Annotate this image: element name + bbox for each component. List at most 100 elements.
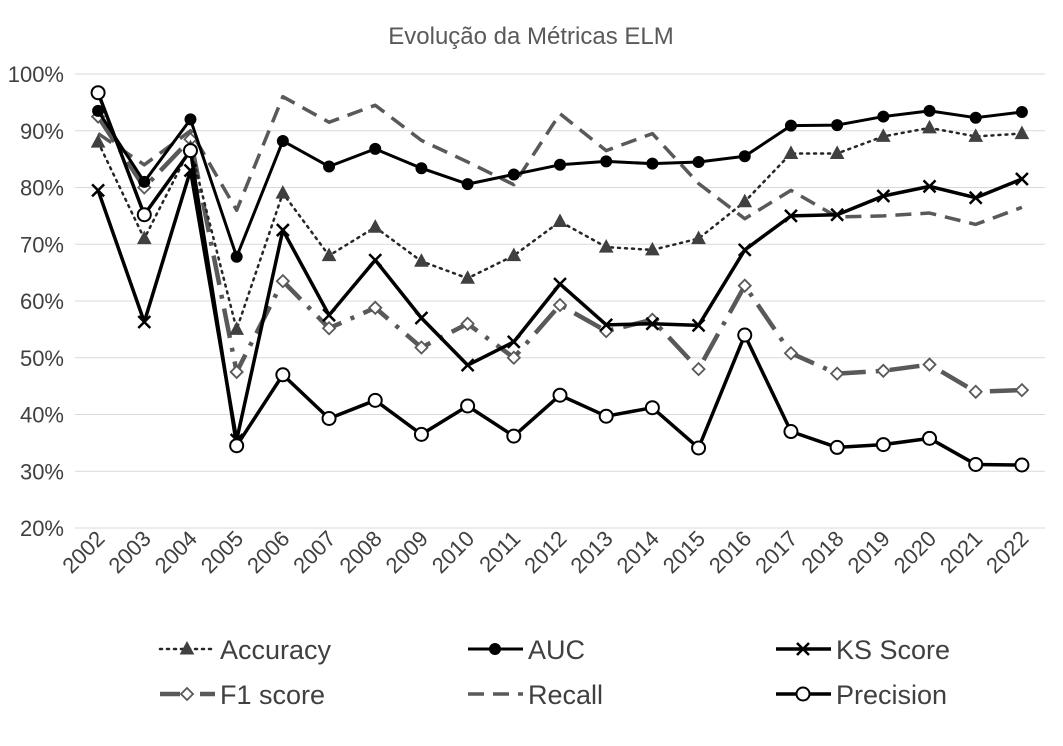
precision-marker [460, 398, 476, 414]
y-tick-label: 60% [20, 289, 64, 314]
x-tick-label: 2007 [288, 526, 340, 578]
accuracy-marker [691, 230, 706, 245]
series-auc [92, 104, 1028, 263]
accuracy-marker [275, 185, 291, 199]
ks-score-marker [876, 189, 891, 203]
precision-marker [598, 408, 614, 424]
accuracy-legend-label: Accuracy [220, 635, 332, 665]
auc-marker [969, 111, 982, 124]
f1-score-marker [783, 345, 799, 361]
ks-score-legend-label: KS Score [836, 635, 950, 665]
auc-marker [1015, 106, 1028, 119]
x-tick-label: 2013 [565, 526, 617, 578]
ks-score-marker [137, 315, 152, 329]
accuracy-marker [229, 321, 245, 335]
auc-marker [692, 155, 705, 168]
ks-score-marker [830, 207, 845, 222]
x-tick-label: 2022 [981, 526, 1033, 578]
ks-score-marker [368, 253, 383, 268]
y-tick-label: 50% [20, 346, 64, 371]
precision-marker [737, 327, 753, 343]
x-tick-label: 2003 [104, 526, 156, 578]
auc-legend-marker [489, 643, 501, 655]
x-tick-label: 2020 [889, 526, 941, 578]
legend: Accuracy AUC KS Score F1 score Recall Precisi… [158, 635, 950, 710]
x-axis-ticks: 2002200320042005200620072008200920102011… [57, 526, 1033, 578]
ks-score-marker [275, 223, 290, 237]
y-tick-label: 70% [20, 232, 64, 257]
accuracy-marker [321, 247, 337, 262]
precision-marker [182, 143, 198, 159]
f1-score-marker [460, 316, 475, 331]
y-tick-label: 30% [20, 459, 64, 484]
auc-marker [600, 155, 613, 168]
accuracy-line [96, 126, 1024, 331]
y-tick-label: 40% [20, 403, 64, 428]
precision-marker [691, 440, 707, 456]
legend-item-recall: Recall [468, 680, 603, 710]
precision-marker [875, 437, 891, 453]
precision-marker [367, 392, 383, 408]
x-tick-label: 2011 [474, 526, 525, 577]
recall-legend-label: Recall [528, 680, 603, 710]
ks-score-marker [553, 277, 567, 291]
accuracy-marker [460, 270, 475, 284]
accuracy-marker [598, 239, 614, 253]
accuracy-marker [645, 241, 660, 256]
accuracy-marker [737, 193, 753, 208]
auc-marker [323, 160, 336, 173]
x-tick-label: 2015 [658, 526, 710, 578]
ks-score-marker [599, 317, 614, 332]
ks-score-marker [322, 308, 336, 323]
f1-score-marker [922, 357, 937, 372]
auc-marker [554, 158, 566, 171]
auc-marker [507, 168, 520, 181]
auc-marker [923, 104, 936, 117]
ks-score-marker [1015, 172, 1029, 186]
x-tick-label: 2017 [750, 526, 802, 578]
f1-score-marker [737, 278, 753, 293]
legend-item-ks-score: KS Score [776, 635, 950, 665]
auc-marker [138, 175, 151, 188]
precision-marker [968, 456, 984, 472]
ks-score-marker [506, 334, 521, 349]
f1-score-marker [321, 320, 337, 336]
ks-score-marker [784, 208, 798, 223]
precision-marker [644, 400, 660, 416]
y-tick-label: 80% [20, 176, 64, 201]
ks-score-marker [460, 358, 475, 373]
x-tick-label: 2019 [843, 526, 895, 578]
auc-marker [831, 119, 844, 132]
f1-score-marker [414, 340, 429, 355]
f1-score-marker [968, 384, 983, 400]
accuracy-marker [783, 145, 799, 159]
accuracy-marker [136, 230, 152, 245]
ks-score-legend-marker [796, 642, 810, 656]
x-tick-label: 2008 [334, 526, 386, 578]
x-tick-label: 2002 [57, 526, 109, 578]
auc-marker [230, 250, 243, 263]
precision-line [96, 92, 1022, 467]
f1-score-legend-label: F1 score [220, 680, 325, 710]
chart-title: Evolução da Métricas ELM [388, 23, 673, 50]
accuracy-marker [922, 119, 937, 134]
precision-marker [552, 387, 568, 403]
f1-score-marker [1014, 382, 1030, 398]
f1-score-marker [876, 363, 891, 379]
legend-item-auc: AUC [468, 635, 585, 665]
accuracy-marker [1014, 125, 1030, 140]
x-tick-label: 2004 [150, 526, 202, 578]
x-tick-label: 2010 [427, 526, 479, 578]
f1-score-marker [229, 364, 244, 380]
precision-marker [506, 428, 522, 444]
auc-marker [369, 142, 382, 155]
accuracy-marker [414, 253, 429, 267]
precision-marker [829, 439, 845, 455]
x-tick-label: 2021 [935, 526, 987, 578]
precision-marker [136, 207, 152, 223]
auc-marker [184, 113, 197, 126]
x-tick-label: 2014 [612, 526, 664, 578]
f1-score-marker [506, 350, 522, 366]
precision-marker [1014, 457, 1030, 473]
precision-marker [90, 85, 106, 101]
